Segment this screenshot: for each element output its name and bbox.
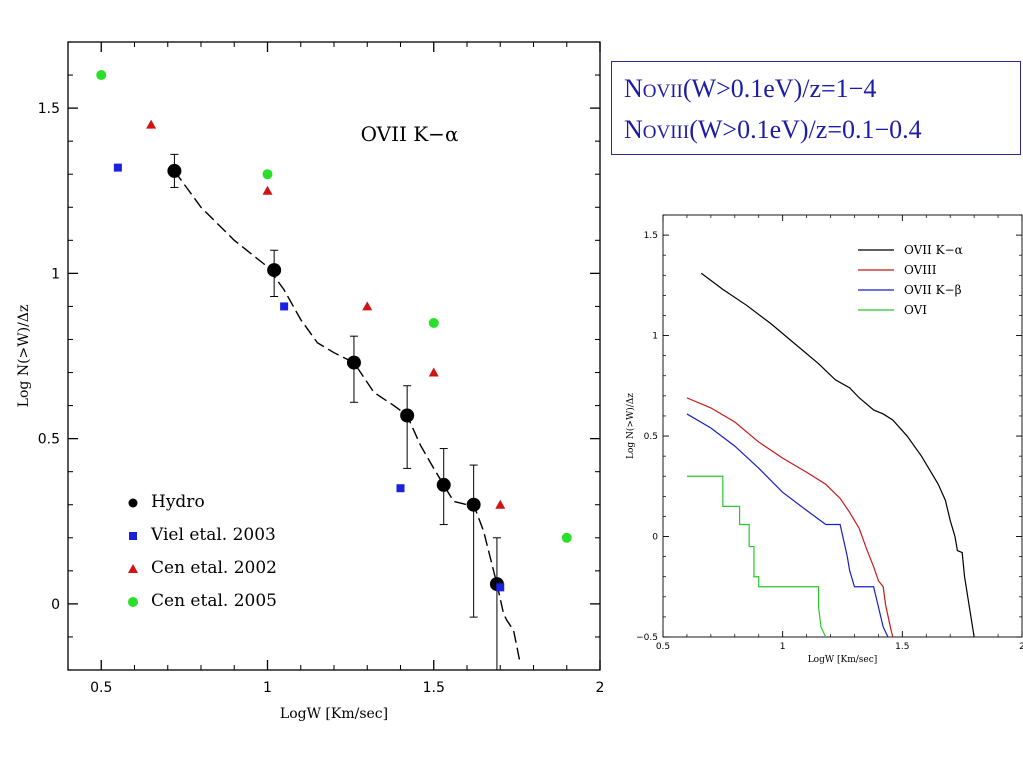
legend-cen-etal-2002-label: Cen etal. 2002 <box>151 558 277 578</box>
viel-etal-2003-point <box>496 583 505 592</box>
viel-etal-2003-point <box>113 163 122 172</box>
cen-etal-2005-point <box>428 317 439 328</box>
inset-ovi-legend-label: OVI <box>904 303 927 317</box>
inset-oviii-legend-label: OVIII <box>904 263 937 277</box>
inset-ovii-k--legend-label: OVII K−α <box>904 243 963 257</box>
main-x-tick-label: 0.5 <box>90 680 112 696</box>
inset-x-axis-label: LogW [Km/sec] <box>808 655 878 665</box>
cen-etal-2005-point <box>96 70 107 81</box>
main-y-tick-label: 0.5 <box>38 432 60 448</box>
ovii-label-line: NOVII(W>0.1eV)/z=1−4 <box>624 70 1020 111</box>
cen-etal-2005-point <box>561 532 572 543</box>
legend-hydro-marker <box>128 498 138 508</box>
inset-plot-frame <box>662 214 1023 638</box>
inset-ovii-k--line <box>700 272 975 638</box>
cen-etal-2002-point <box>495 499 506 509</box>
hydro-point <box>436 477 451 492</box>
oviii-condition: (W>0.1eV)/z=0.1−0.4 <box>689 115 922 144</box>
legend-hydro-label: Hydro <box>151 492 205 512</box>
main-plot-frame <box>67 41 601 671</box>
main-x-tick-label: 1 <box>263 680 272 696</box>
cen-etal-2002-point <box>362 301 373 311</box>
inset-x-tick-label: 1.5 <box>895 642 909 652</box>
cen-etal-2002-point <box>262 185 273 195</box>
legend-cen-etal-2005-label: Cen etal. 2005 <box>151 591 277 611</box>
main-y-tick-label: 1 <box>51 266 60 282</box>
oviii-label-line: NOVIII(W>0.1eV)/z=0.1−0.4 <box>624 111 1020 152</box>
main-chart-title: OVII K−α <box>361 122 459 146</box>
inset-y-tick-label: 1 <box>652 332 658 342</box>
inset-y-axis-label: Log N(>W)/Δz <box>625 393 636 459</box>
ion-selection-label: NOVII(W>0.1eV)/z=1−4 NOVIII(W>0.1eV)/z=0… <box>611 61 1021 155</box>
inset-y-tick-label: 0.5 <box>644 432 658 442</box>
main-y-axis-label: Log N(>W)/Δz <box>16 305 32 408</box>
legend-viel-etal-2003-marker <box>129 532 137 540</box>
cen-etal-2002-point <box>146 119 157 129</box>
hydro-point <box>267 263 282 278</box>
oviii-n-symbol: N <box>624 115 643 144</box>
hydro-point <box>400 408 415 423</box>
main-x-tick-label: 1.5 <box>423 680 445 696</box>
inset-ovi-line <box>686 475 827 638</box>
inset-x-tick-label: 1 <box>780 642 786 652</box>
inset-y-tick-label: −0.5 <box>636 633 658 643</box>
hydro-model-curve <box>173 170 521 664</box>
ovii-n-symbol: N <box>624 74 643 103</box>
inset-oviii-line <box>686 397 894 638</box>
inset-x-tick-label: 2 <box>1019 642 1023 652</box>
viel-etal-2003-point <box>396 484 405 493</box>
hydro-point <box>466 497 481 512</box>
legend-viel-etal-2003-label: Viel etal. 2003 <box>150 525 276 545</box>
inset-y-tick-label: 1.5 <box>644 231 658 241</box>
cen-etal-2005-point <box>262 169 273 180</box>
inset-y-tick-label: 0 <box>652 533 658 543</box>
ovii-condition: (W>0.1eV)/z=1−4 <box>682 74 877 103</box>
main-x-axis-label: LogW [Km/sec] <box>280 706 388 722</box>
hydro-point <box>167 163 182 178</box>
main-y-tick-label: 1.5 <box>38 101 60 117</box>
cen-etal-2002-point <box>428 367 439 377</box>
viel-etal-2003-point <box>280 302 289 311</box>
inset-x-tick-label: 0.5 <box>656 642 670 652</box>
main-x-tick-label: 2 <box>596 680 605 696</box>
inset-ovii-k--line <box>686 413 889 638</box>
main-y-tick-label: 0 <box>51 597 60 613</box>
hydro-point <box>346 355 361 370</box>
legend-cen-etal-2005-marker <box>128 597 138 607</box>
oviii-ion-name: OVIII <box>642 122 690 143</box>
ovii-ion-name: OVII <box>642 81 683 102</box>
inset-ovii-k--legend-label: OVII K−β <box>904 283 962 297</box>
legend-cen-etal-2002-marker <box>128 564 138 573</box>
